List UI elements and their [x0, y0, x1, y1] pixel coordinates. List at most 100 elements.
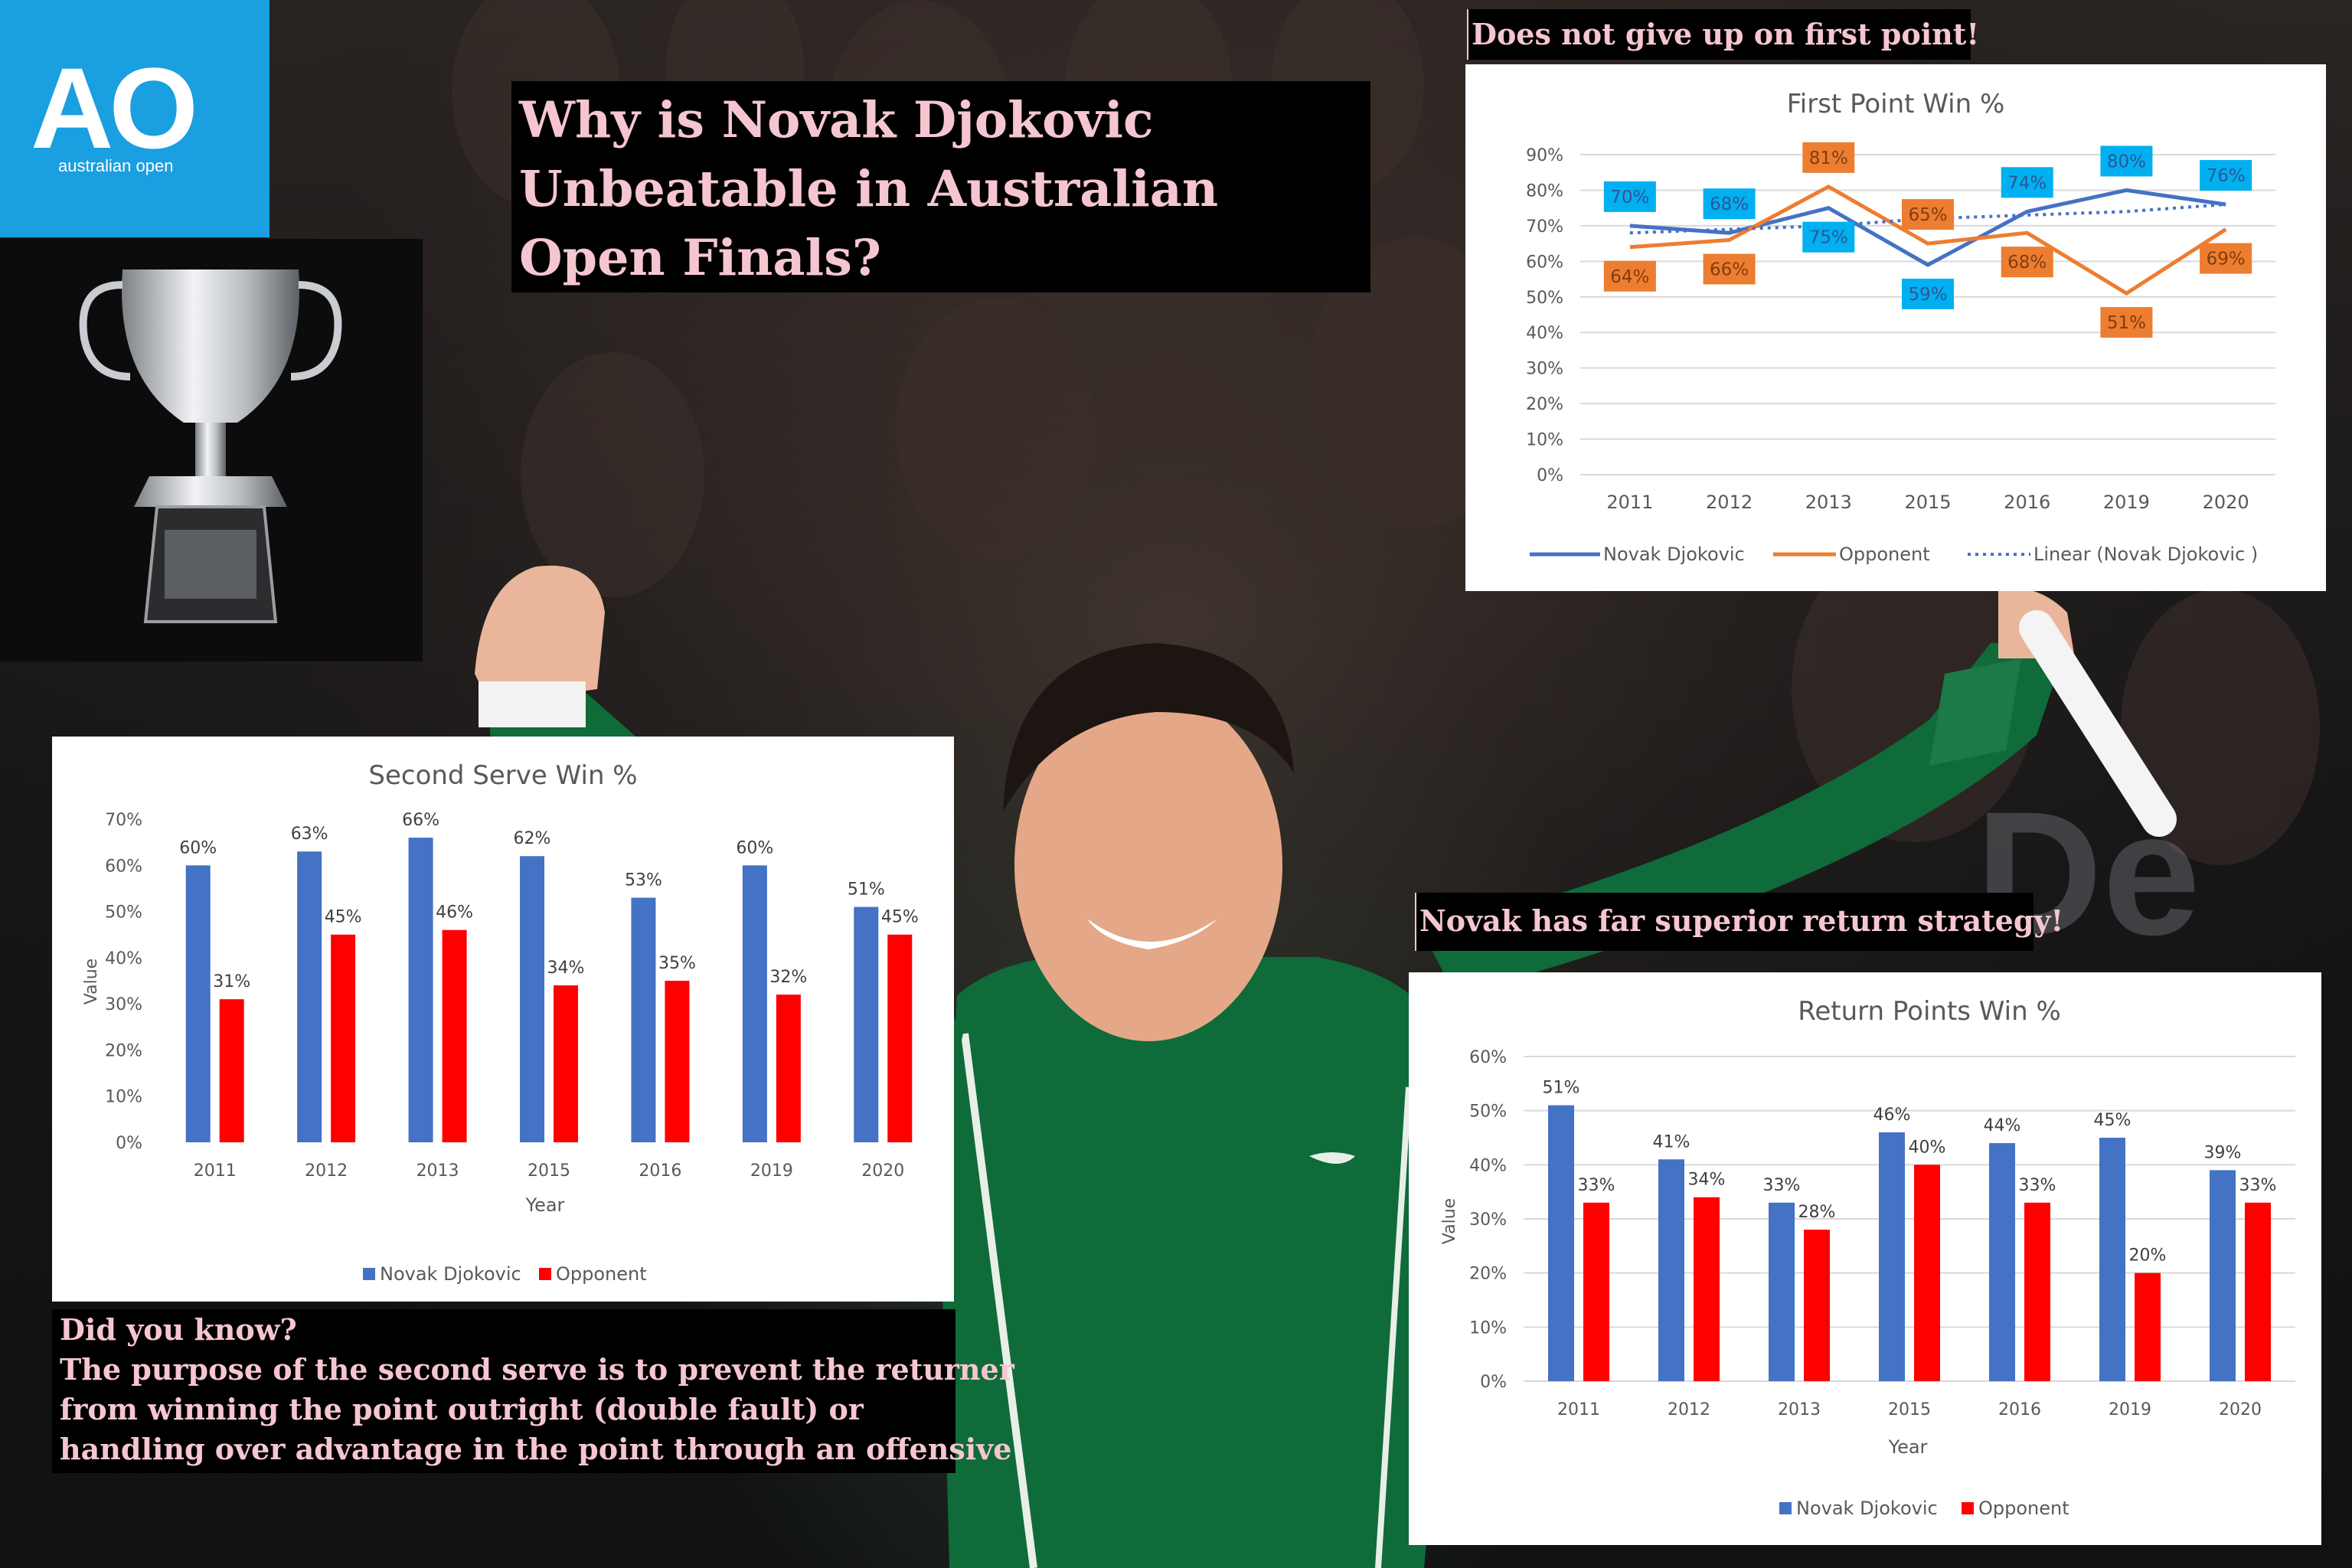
- logo-mark: AO: [31, 44, 198, 172]
- first-point-chart: First Point Win % 0% 10% 20% 30% 40% 50% 60% 70…: [1465, 64, 2326, 591]
- x-tick-label: 2015: [1904, 492, 1951, 513]
- x-axis-label: Year: [525, 1194, 565, 1216]
- data-label: 53%: [625, 871, 662, 890]
- data-label-bg: [1802, 142, 1855, 173]
- opponent-bar: [1583, 1202, 1609, 1381]
- x-tick-label: 2016: [639, 1161, 681, 1181]
- opponent-bar: [442, 929, 467, 1142]
- legend-label: Opponent: [556, 1263, 647, 1285]
- first-point-chart-svg: First Point Win % 0% 10% 20% 30% 40% 50% 60% 70…: [1526, 89, 2275, 565]
- y-axis-label: Value: [1440, 1198, 1459, 1244]
- legend-swatch: [363, 1268, 375, 1280]
- x-tick-label: 2016: [1998, 1400, 2041, 1419]
- y-tick-label: 0%: [1537, 466, 1563, 485]
- djokovic-bar: [520, 856, 544, 1142]
- did-you-know-heading: Did you know?: [60, 1312, 297, 1347]
- y-tick-label: 60%: [1526, 253, 1563, 272]
- data-label: 60%: [179, 838, 217, 858]
- data-label-text: 76%: [2207, 166, 2246, 186]
- page-title-box: Why is Novak Djokovic Unbeatable in Aust…: [511, 81, 1370, 292]
- opponent-bar: [2135, 1272, 2161, 1381]
- y-tick-label: 10%: [1526, 431, 1563, 450]
- y-tick-label: 0%: [116, 1134, 142, 1153]
- djokovic-bar: [2099, 1138, 2125, 1381]
- legend-label: Novak Djokovic: [1796, 1498, 1938, 1519]
- data-label: 66%: [402, 811, 439, 830]
- y-tick-label: 20%: [1526, 395, 1563, 414]
- djokovic-bar: [1658, 1159, 1684, 1381]
- opponent-data-label: 69%: [2200, 243, 2252, 274]
- data-label-bg: [1703, 188, 1756, 220]
- data-label-text: 81%: [1809, 149, 1848, 168]
- second-serve-chart-svg: Second Serve Win % Value Year 0% 10% 20% 30…: [82, 760, 919, 1285]
- data-label: 51%: [1543, 1079, 1580, 1098]
- x-tick-label: 2012: [1706, 492, 1753, 513]
- opponent-bar: [219, 999, 244, 1142]
- x-tick-label: 2011: [1606, 492, 1653, 513]
- x-tick-label: 2013: [1805, 492, 1852, 513]
- y-tick-label: 40%: [1469, 1156, 1507, 1175]
- did-you-know-line-1: The purpose of the second serve is to pr…: [60, 1352, 1014, 1387]
- djokovic-bar: [1548, 1105, 1574, 1381]
- y-tick-label: 70%: [1526, 217, 1563, 237]
- djokovic-bar: [2210, 1170, 2236, 1381]
- data-label-bg: [1902, 278, 1954, 309]
- data-label: 60%: [736, 838, 773, 858]
- data-label: 33%: [1763, 1176, 1801, 1195]
- opponent-bar: [1694, 1197, 1720, 1381]
- data-label-text: 74%: [2007, 173, 2047, 193]
- data-label-bg: [2100, 307, 2153, 338]
- legend-label: Linear (Novak Djokovic ): [2034, 544, 2258, 565]
- data-label: 28%: [1798, 1203, 1836, 1222]
- opponent-series-line: [1629, 184, 2227, 296]
- opponent-bar: [1804, 1230, 1830, 1381]
- djokovic-bar: [185, 865, 211, 1142]
- y-tick-label: 40%: [1526, 324, 1563, 343]
- x-tick-label: 2015: [1888, 1400, 1931, 1419]
- opponent-data-label: 65%: [1902, 199, 1954, 230]
- return-points-chart-svg: Return Points Win % Value Year 0% 10% 20% 3…: [1440, 996, 2295, 1519]
- y-tick-label: 50%: [105, 903, 142, 923]
- data-label: 45%: [2094, 1111, 2132, 1130]
- y-axis-label: Value: [82, 959, 101, 1004]
- data-label: 34%: [547, 959, 585, 978]
- return-points-chart: Return Points Win % Value Year 0% 10% 20% 3…: [1409, 972, 2321, 1545]
- djokovic-bar: [742, 865, 767, 1142]
- data-label: 31%: [213, 972, 250, 991]
- x-tick-label: 2011: [194, 1161, 237, 1181]
- x-tick-label: 2012: [305, 1161, 348, 1181]
- data-label-text: 66%: [1710, 260, 1749, 279]
- data-label-text: 75%: [1809, 228, 1848, 248]
- data-label: 32%: [769, 968, 807, 987]
- data-label-bg: [1603, 181, 1656, 212]
- data-label: 51%: [848, 880, 885, 900]
- data-label: 33%: [1578, 1176, 1615, 1195]
- legend-swatch: [539, 1268, 551, 1280]
- return-caption-text: Novak has far superior return strategy!: [1419, 903, 2064, 938]
- data-label-text: 64%: [1610, 267, 1649, 287]
- return-caption: Novak has far superior return strategy!: [1415, 893, 2063, 951]
- y-tick-label: 70%: [105, 811, 142, 830]
- djokovic-series-line: [1629, 188, 2226, 267]
- x-tick-label: 2013: [1778, 1400, 1821, 1419]
- data-label-text: 59%: [1908, 285, 1947, 305]
- data-label: 44%: [1984, 1116, 2021, 1135]
- x-tick-label: 2019: [2109, 1400, 2151, 1419]
- opponent-bar: [665, 981, 690, 1142]
- legend-label: Novak Djokovic: [380, 1263, 521, 1285]
- chart-title: First Point Win %: [1787, 89, 2005, 119]
- djokovic-bar: [1879, 1132, 1905, 1381]
- data-label: 63%: [291, 825, 328, 844]
- did-you-know-line-2: from winning the point outright (double …: [60, 1392, 864, 1426]
- x-tick-label: 2013: [416, 1161, 459, 1181]
- djokovic-bar: [631, 897, 656, 1142]
- data-label: 39%: [2204, 1143, 2242, 1162]
- y-tick-label: 60%: [105, 857, 142, 876]
- opponent-bar: [2024, 1202, 2050, 1381]
- legend-label: Opponent: [1839, 544, 1930, 565]
- x-tick-label: 2019: [750, 1161, 793, 1181]
- x-tick-label: 2020: [861, 1161, 904, 1181]
- djokovic-data-label: 59%: [1902, 278, 1954, 309]
- opponent-data-label: 66%: [1703, 253, 1756, 285]
- opponent-bar: [2245, 1202, 2271, 1381]
